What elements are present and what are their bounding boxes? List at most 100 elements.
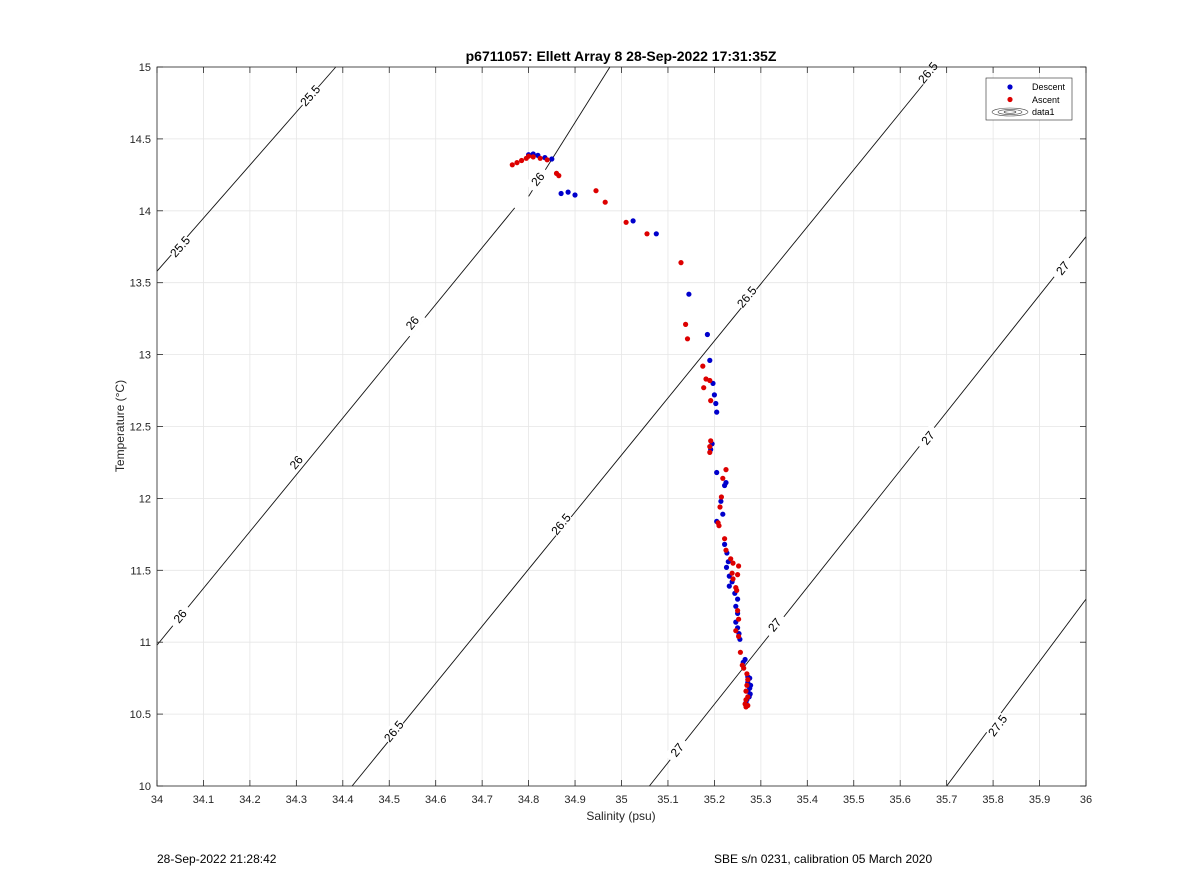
isopycnal-label-bg — [915, 59, 942, 87]
ascent-point — [708, 398, 714, 404]
descent-point — [733, 603, 739, 609]
ascent-point — [644, 231, 650, 237]
ascent-point — [623, 219, 629, 225]
descent-point — [704, 331, 711, 338]
descent-point — [713, 400, 719, 407]
legend-ascent-label: Ascent — [1032, 95, 1060, 105]
y-tick-label: 14.5 — [130, 134, 151, 146]
descent-point — [726, 583, 732, 589]
descent-point — [653, 231, 659, 237]
y-tick-label: 10 — [139, 781, 151, 793]
ascent-point — [730, 560, 736, 566]
x-tick-label: 35 — [615, 794, 627, 806]
ascent-point — [735, 572, 741, 578]
ascent-point — [728, 556, 734, 562]
descent-point — [558, 190, 564, 197]
ascent-point — [729, 570, 735, 576]
isopycnal-label-bg — [733, 283, 760, 311]
ascent-point — [733, 628, 739, 634]
ascent-point — [684, 336, 691, 342]
ascent-point — [743, 688, 749, 694]
descent-point — [572, 192, 578, 198]
ascent-point — [734, 587, 740, 594]
ascent-point — [526, 153, 532, 159]
isopycnal-line-27 — [649, 236, 1087, 787]
ascent-point — [556, 173, 562, 179]
ascent-point — [537, 155, 543, 161]
grid — [156, 66, 1087, 787]
descent-point — [718, 498, 724, 504]
descent-point — [722, 482, 728, 489]
x-tick-label: 35.1 — [657, 794, 678, 806]
ascent-point — [700, 363, 706, 369]
ascent-point — [722, 536, 728, 542]
isopycnal-label-bg — [167, 233, 194, 261]
ascent-point — [720, 475, 726, 481]
legend-contour-icon — [991, 107, 1029, 117]
ascent-point — [593, 188, 599, 194]
legend: Descent Ascent data1 — [985, 77, 1073, 121]
y-tick-label: 14 — [139, 206, 151, 218]
ascent-point — [514, 160, 520, 166]
descent-point — [722, 541, 728, 548]
ascent-point — [519, 157, 525, 164]
isopycnal-label-bg — [761, 611, 788, 639]
isopycnal-label-bg — [524, 165, 551, 193]
ascent-point — [717, 504, 723, 510]
ascent-point — [735, 608, 741, 614]
x-tick-label: 35.2 — [704, 794, 725, 806]
ascent-point — [708, 438, 714, 444]
x-tick-label: 34 — [151, 794, 163, 806]
isopycnal-label-bg — [167, 602, 194, 631]
legend-ascent-marker — [1007, 96, 1013, 103]
isopycnal-line-27.5 — [946, 598, 1087, 787]
descent-point — [549, 156, 555, 162]
ascent-point — [723, 547, 729, 553]
x-tick-label: 34.1 — [193, 794, 214, 806]
x-tick-label: 35.4 — [797, 794, 818, 806]
x-tick-label: 35.5 — [843, 794, 864, 806]
x-axis-label: Salinity (psu) — [586, 809, 655, 823]
isopycnal-label-bg — [380, 717, 407, 746]
chart-title: p6711057: Ellett Array 8 28-Sep-2022 17:… — [466, 48, 777, 64]
y-tick-label: 10.5 — [130, 709, 151, 721]
footer-calibration: SBE s/n 0231, calibration 05 March 2020 — [714, 852, 933, 866]
y-tick-label: 11.5 — [130, 565, 151, 577]
descent-point — [714, 469, 720, 476]
isopycnal-label-bg — [1049, 254, 1076, 283]
ascent-point — [736, 633, 742, 640]
ascent-point — [707, 444, 713, 450]
ascent-point — [736, 563, 742, 569]
y-tick-label: 12 — [139, 493, 151, 505]
descent-point — [565, 189, 571, 195]
descent-point — [735, 596, 741, 602]
ascent-point — [544, 157, 550, 163]
ascent-point — [743, 697, 749, 703]
x-tick-label: 34.6 — [425, 794, 446, 806]
descent-point — [630, 218, 636, 224]
legend-box — [985, 77, 1073, 121]
ascent-point — [744, 671, 750, 677]
ascent-point — [741, 665, 747, 671]
isopycnal-label-bg — [399, 309, 426, 337]
x-tick-label: 35.3 — [750, 794, 771, 806]
y-tick-label: 13 — [139, 350, 151, 362]
ascent-point — [744, 682, 750, 688]
ascent-point — [745, 677, 751, 683]
ascent-point — [701, 385, 707, 391]
ascent-point — [745, 702, 751, 709]
descent-point — [714, 409, 720, 415]
isopycnal-label-bg — [915, 424, 942, 452]
isopycnal-label-bg — [664, 736, 691, 764]
descent-point — [686, 291, 692, 297]
x-tick-label: 35.9 — [1029, 794, 1050, 806]
descent-point — [723, 564, 730, 571]
axis-ticks: 34 34.1 34.2 34.3 34.4 34.5 34.6 34.7 34.8 34.9 35… — [130, 62, 1093, 806]
ascent-point — [707, 449, 713, 455]
x-tick-label: 34.7 — [471, 794, 492, 806]
isopycnal-line-26.5 — [351, 66, 938, 787]
ascent-point — [683, 321, 689, 327]
legend-data1-label: data1 — [1032, 107, 1055, 117]
ascent-point — [736, 616, 742, 622]
x-tick-label: 34.3 — [286, 794, 307, 806]
